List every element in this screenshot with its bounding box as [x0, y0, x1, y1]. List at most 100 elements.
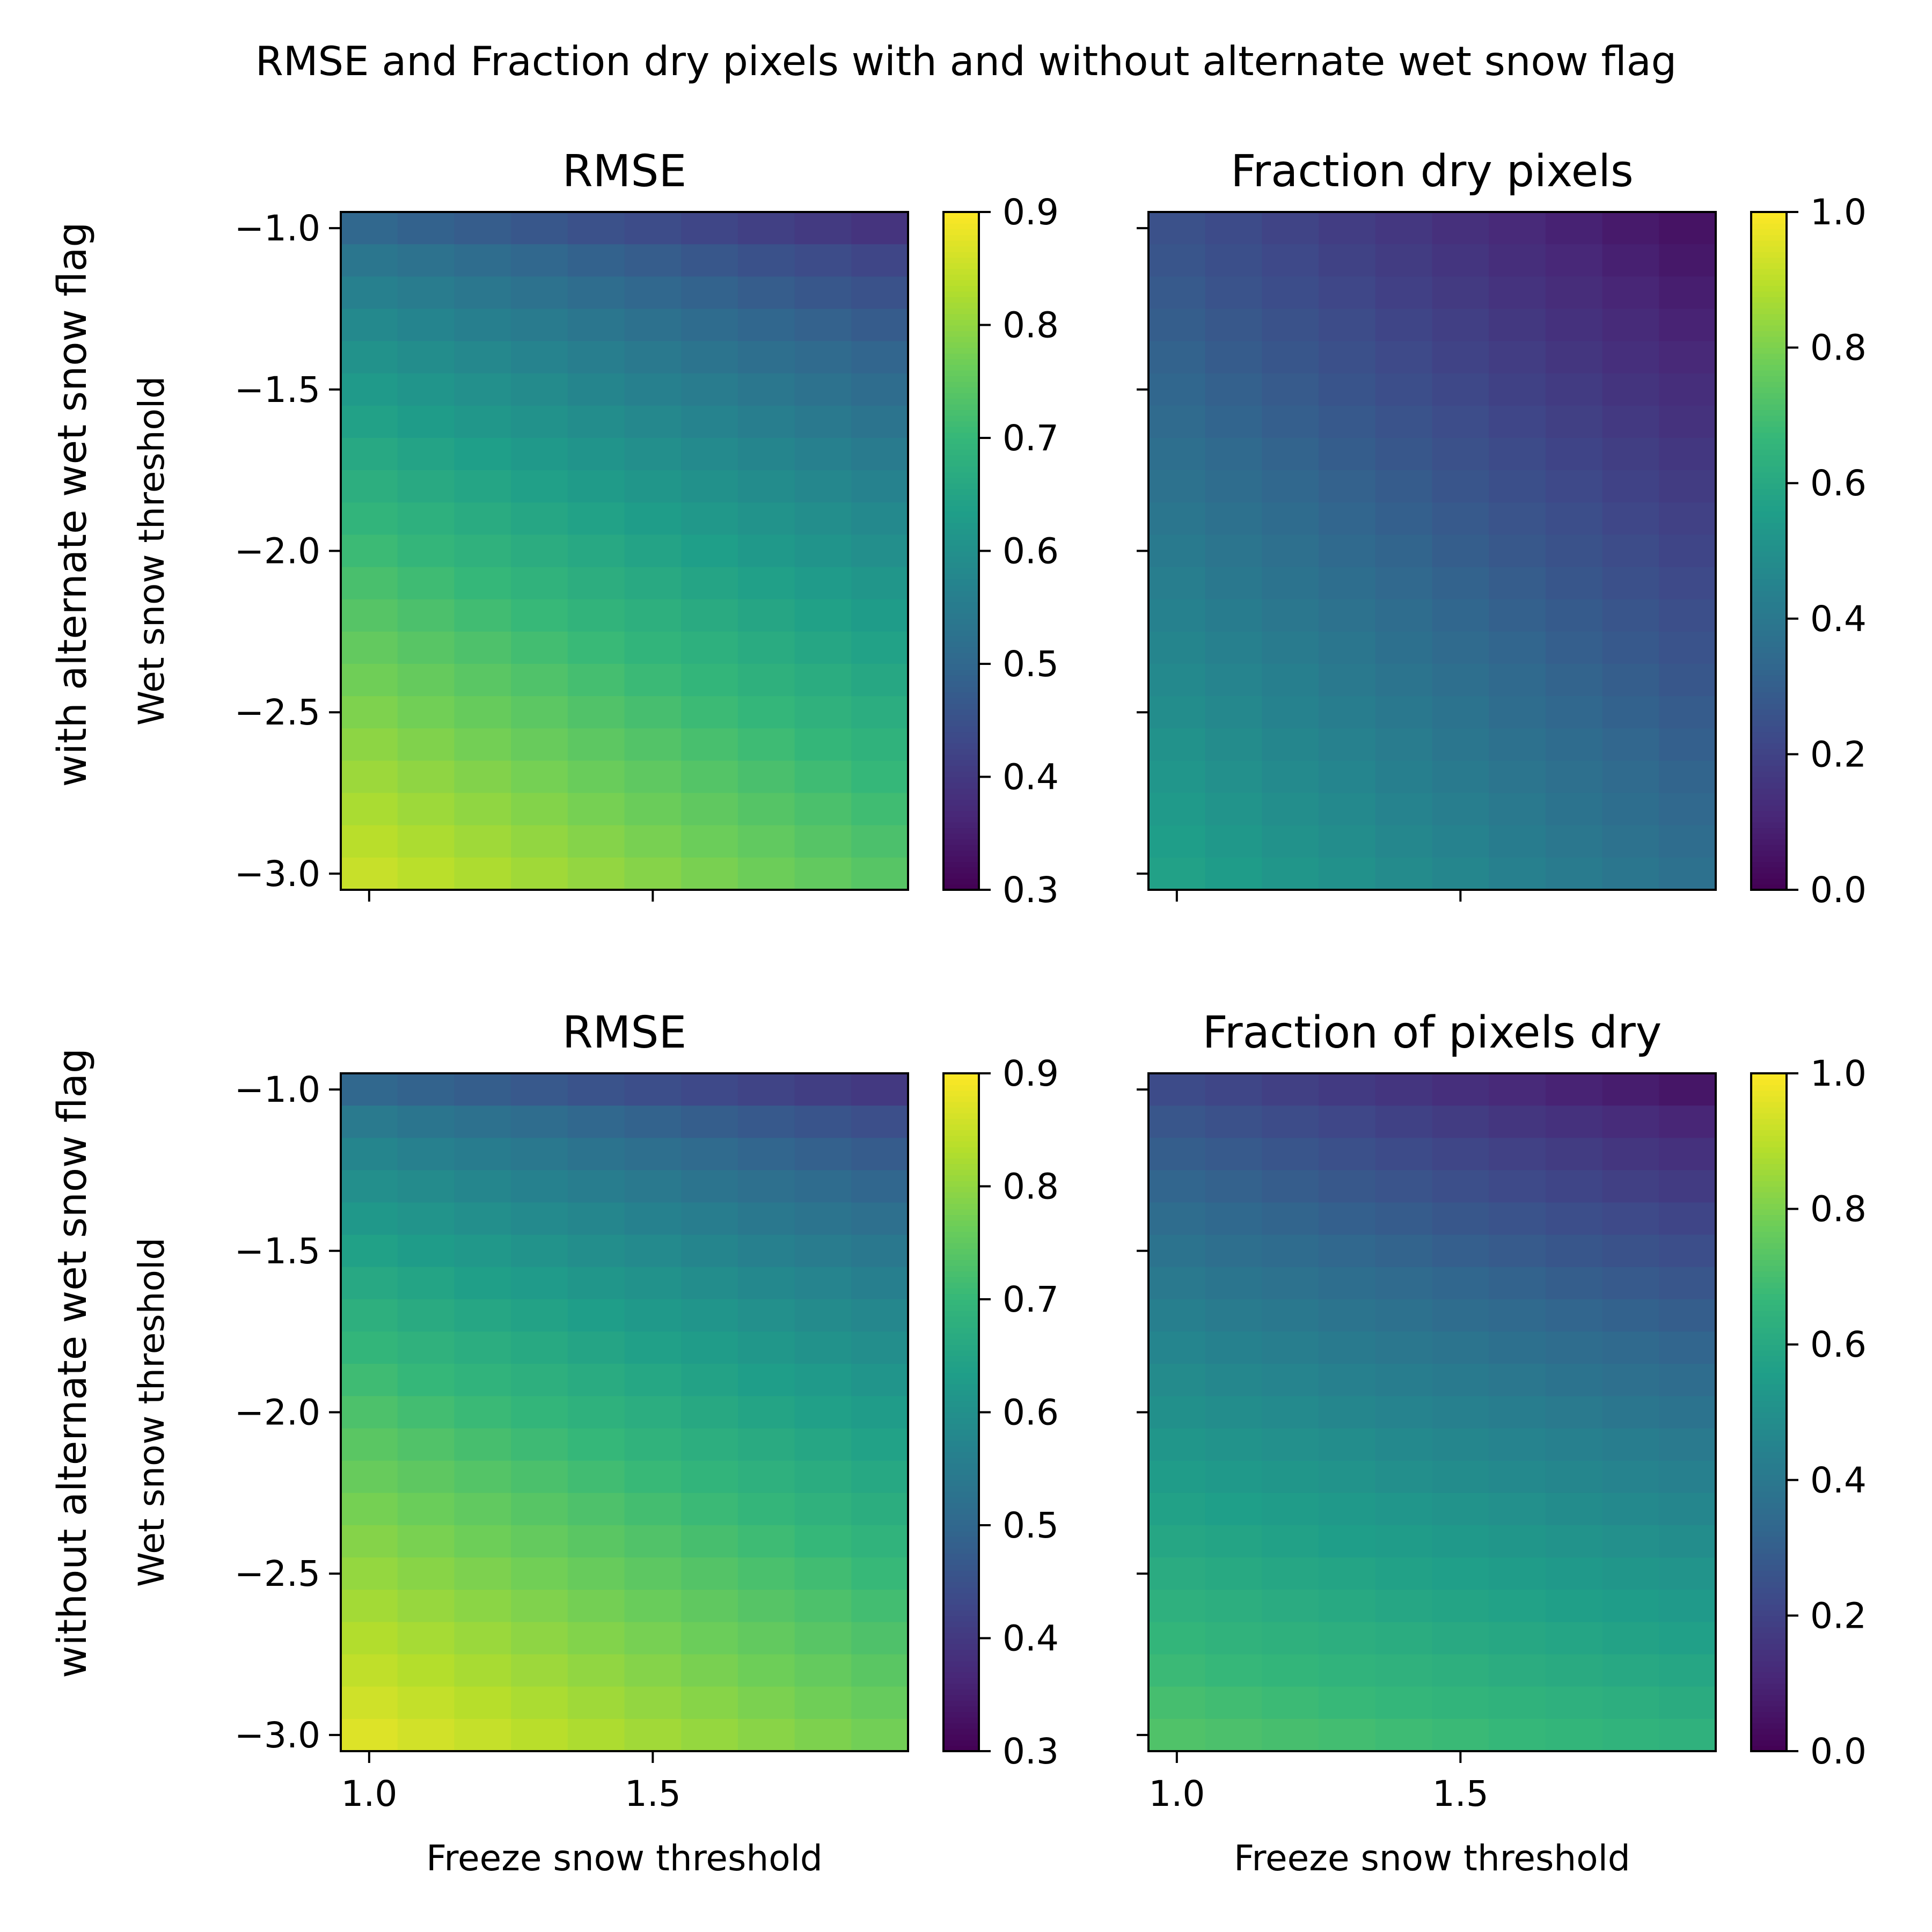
- heatmap-cell: [1262, 664, 1319, 697]
- heatmap-cell: [1262, 696, 1319, 729]
- colorbar-segment: [1751, 1553, 1787, 1560]
- heatmap-cell: [341, 1590, 398, 1623]
- colorbar-segment: [1751, 635, 1787, 642]
- heatmap-cell: [511, 1718, 568, 1752]
- heatmap-cell: [737, 825, 795, 858]
- colorbar-segment: [1751, 1463, 1787, 1469]
- colorbar-segment: [1751, 522, 1787, 529]
- colorbar-segment: [1751, 658, 1787, 664]
- colorbar-segment: [1751, 1739, 1787, 1746]
- heatmap-cell: [1602, 1331, 1660, 1365]
- colorbar-segment: [1751, 455, 1787, 461]
- heatmap-cell: [1319, 1557, 1376, 1591]
- colorbar-segment: [1751, 262, 1787, 269]
- colorbar-segment: [943, 1452, 979, 1458]
- heatmap-cell: [511, 567, 568, 600]
- colorbar-segment: [1751, 506, 1787, 512]
- colorbar-segment: [1751, 703, 1787, 709]
- heatmap-cell: [737, 1138, 795, 1171]
- heatmap-cell: [1602, 1686, 1660, 1719]
- heatmap-cell: [737, 1073, 795, 1106]
- colorbar-segment: [1751, 1694, 1787, 1701]
- colorbar-segment: [943, 1316, 979, 1322]
- heatmap-cell: [454, 1364, 511, 1397]
- heatmap-cell: [1659, 1428, 1716, 1461]
- colorbar-segment: [943, 680, 979, 687]
- colorbar-segment: [1751, 296, 1787, 303]
- heatmap-cell: [681, 1073, 738, 1106]
- heatmap-cell: [1432, 1525, 1489, 1558]
- colorbar-segment: [943, 387, 979, 393]
- colorbar-segment: [1751, 472, 1787, 478]
- heatmap-cell: [341, 1202, 398, 1235]
- colorbar-segment: [943, 1113, 979, 1119]
- heatmap-cell: [341, 1525, 398, 1558]
- colorbar-segment: [1751, 1564, 1787, 1571]
- colorbar-segment: [943, 1118, 979, 1125]
- colorbar-segment: [943, 1197, 979, 1204]
- colorbar-segment: [943, 494, 979, 501]
- colorbar-segment: [1751, 1305, 1787, 1311]
- heatmap-cell: [681, 1622, 738, 1655]
- heatmap-cell: [341, 212, 398, 245]
- colorbar-segment: [1751, 855, 1787, 862]
- colorbar-segment: [943, 861, 979, 868]
- colorbar-segment: [943, 1723, 979, 1729]
- heatmap-cell: [1489, 857, 1546, 890]
- colorbar-segment: [1751, 1350, 1787, 1357]
- heatmap-cell: [851, 1170, 909, 1203]
- heatmap-cell: [1489, 1267, 1546, 1300]
- heatmap-cell: [737, 1460, 795, 1494]
- heatmap-cell: [1659, 1396, 1716, 1429]
- colorbar-segment: [1751, 1480, 1787, 1487]
- heatmap-cell: [1319, 1106, 1376, 1139]
- heatmap-cell: [1432, 1460, 1489, 1494]
- colorbar-segment: [943, 1412, 979, 1418]
- heatmap-cell: [681, 1525, 738, 1558]
- colorbar-segment: [943, 1322, 979, 1328]
- colorbar-segment: [943, 1666, 979, 1673]
- colorbar-segment: [1751, 1683, 1787, 1690]
- heatmap-cell: [1489, 1364, 1546, 1397]
- heatmap-cell: [454, 1106, 511, 1139]
- heatmap-cell: [1489, 1331, 1546, 1365]
- x-axis-label: Freeze snow threshold: [1234, 1838, 1630, 1879]
- heatmap-cell: [624, 696, 682, 729]
- heatmap-cell: [1489, 276, 1546, 310]
- colorbar-segment: [943, 669, 979, 676]
- heatmap-cell: [851, 857, 909, 890]
- heatmap-cell: [567, 567, 625, 600]
- row-label-without-flag: without alternate wet snow flag: [49, 1048, 96, 1678]
- heatmap-cell: [1432, 567, 1489, 600]
- heatmap-cell: [397, 1460, 455, 1494]
- heatmap-cell: [1545, 696, 1603, 729]
- heatmap-cell: [1432, 1590, 1489, 1623]
- heatmap-cell: [1205, 1686, 1263, 1719]
- heatmap-cell: [511, 1138, 568, 1171]
- heatmap-cell: [397, 1396, 455, 1429]
- heatmap-cell: [851, 502, 909, 536]
- heatmap-cell: [511, 1396, 568, 1429]
- heatmap-cell: [397, 276, 455, 310]
- colorbar-segment: [1751, 1711, 1787, 1718]
- heatmap-cell: [794, 1428, 852, 1461]
- heatmap-cell: [1262, 1299, 1319, 1332]
- heatmap-cell: [1602, 1299, 1660, 1332]
- colorbar-segment: [943, 1497, 979, 1503]
- colorbar-segment: [1751, 1271, 1787, 1277]
- colorbar-segment: [1751, 613, 1787, 619]
- heatmap-cell: [397, 212, 455, 245]
- heatmap-cell: [1375, 1202, 1433, 1235]
- colorbar-segment: [1751, 251, 1787, 258]
- heatmap-cell: [1602, 1234, 1660, 1268]
- colorbar-segment: [943, 364, 979, 371]
- heatmap-cell: [1432, 599, 1489, 632]
- colorbar-segment: [1751, 828, 1787, 834]
- heatmap-cell: [511, 341, 568, 374]
- colorbar-segment: [943, 404, 979, 411]
- heatmap-cell: [681, 1234, 738, 1268]
- colorbar-segment: [1751, 319, 1787, 326]
- x-tick-label: 1.5: [625, 1773, 681, 1814]
- heatmap-cell: [794, 1106, 852, 1139]
- heatmap-cell: [567, 1234, 625, 1268]
